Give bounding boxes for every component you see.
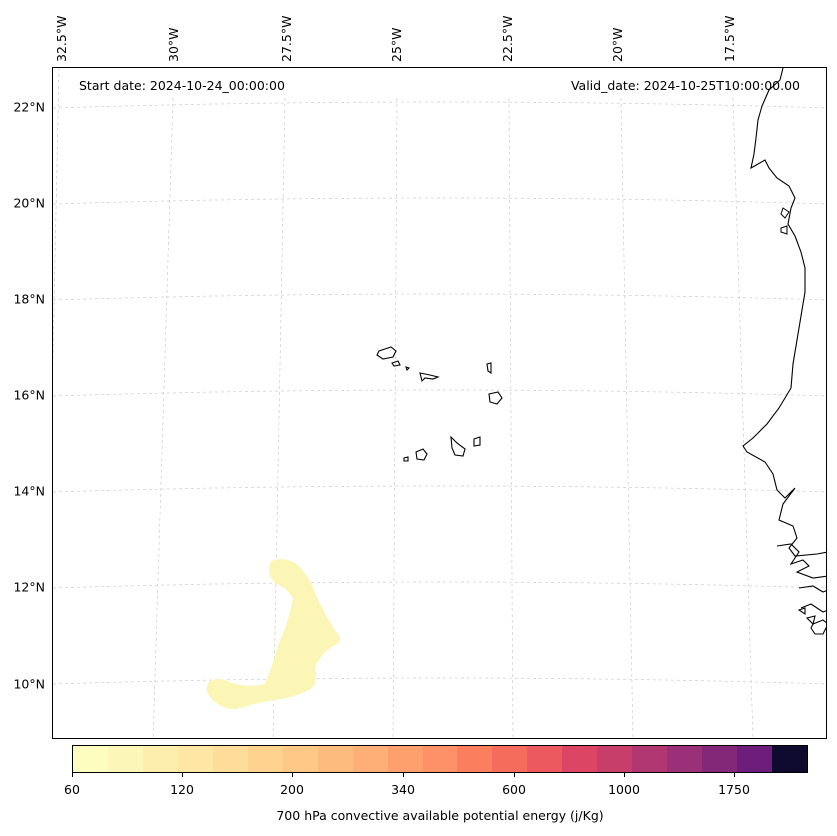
colorbar-tickmark — [403, 773, 404, 777]
colorbar-tickmark — [182, 773, 183, 777]
island-arguin-south — [780, 225, 788, 235]
island-arguin — [780, 207, 790, 219]
island-sal — [486, 362, 492, 375]
coastal-islands-mauritania — [780, 207, 790, 235]
lon-label-32-5: 32.5°W — [54, 15, 69, 62]
colorbar-segment-15 — [597, 746, 633, 772]
island-bijagos — [797, 607, 816, 626]
gridline-lat-12 — [53, 581, 826, 589]
colorbar-segment-0 — [73, 746, 108, 772]
lon-label-17-5: 17.5°W — [722, 15, 737, 62]
colorbar-tickmark — [514, 773, 515, 777]
colorbar-segment-12 — [492, 746, 528, 772]
lat-label-14: 14°N — [13, 483, 45, 499]
colorbar-segment-1 — [107, 746, 143, 772]
island-brava — [403, 456, 409, 462]
colorbar-tick-600: 600 — [502, 782, 526, 797]
lat-label-22: 22°N — [13, 99, 45, 115]
island-santiago — [450, 435, 466, 457]
gridline-lat-18 — [53, 293, 826, 301]
colorbar-segment-16 — [632, 746, 668, 772]
lat-label-20: 20°N — [13, 195, 45, 211]
gridline-lon-32-5 — [53, 68, 60, 373]
colorbar-tickmark — [624, 773, 625, 777]
gridline-lon-20 — [620, 97, 634, 738]
start-date-label: Start date: 2024-10-24_00:00:00 — [79, 78, 285, 93]
colorbar-segment-8 — [352, 746, 388, 772]
colorbar-tickmark — [292, 773, 293, 777]
colorbar-tick-120: 120 — [170, 782, 194, 797]
gridline-lat-20 — [53, 197, 826, 205]
gridline-lat-14 — [53, 485, 826, 493]
colorbar-tickmark — [72, 773, 73, 777]
gridline-lon-27-5 — [272, 97, 286, 738]
map-panel[interactable] — [52, 67, 827, 739]
colorbar-tick-340: 340 — [391, 782, 415, 797]
coastline-guinea — [798, 585, 826, 635]
colorbar-segment-2 — [142, 746, 178, 772]
colorbar-tick-1000: 1000 — [608, 782, 640, 797]
colorbar-tickmark — [734, 773, 735, 777]
lon-label-27-5: 27.5°W — [279, 15, 294, 62]
colorbar-segment-4 — [212, 746, 248, 772]
colorbar-segment-5 — [247, 746, 283, 772]
island-maio — [473, 436, 481, 447]
colorbar-segment-20 — [772, 746, 808, 772]
colorbar-tick-1750: 1750 — [718, 782, 750, 797]
coastline-mauritania-senegal — [742, 68, 826, 557]
colorbar — [72, 745, 808, 773]
gridline-lat-16 — [53, 389, 826, 397]
gridlines — [53, 68, 826, 738]
colorbar-tick-200: 200 — [280, 782, 304, 797]
colorbar-segment-7 — [317, 746, 353, 772]
lat-label-10: 10°N — [13, 676, 45, 692]
gridline-lat-10 — [53, 677, 826, 685]
colorbar-segment-9 — [387, 746, 423, 772]
island-santo-antao — [376, 346, 397, 360]
lat-label-12: 12°N — [13, 579, 45, 595]
valid-date-label: Valid_date: 2024-10-25T10:00:00.00 — [570, 78, 800, 93]
colorbar-label: 700 hPa convective available potential e… — [276, 808, 604, 823]
gridline-lon-22-5 — [508, 97, 514, 738]
cape-verde-islands — [376, 346, 503, 462]
lat-label-18: 18°N — [13, 291, 45, 307]
colorbar-segment-3 — [177, 746, 213, 772]
gridline-lon-25 — [392, 97, 398, 738]
colorbar-segment-10 — [422, 746, 458, 772]
map-canvas — [53, 68, 826, 738]
island-boa-vista — [488, 391, 503, 405]
colorbar-segment-6 — [282, 746, 318, 772]
gridline-lon-17-5 — [732, 97, 754, 738]
lon-label-25: 25°W — [389, 27, 404, 62]
west-africa-coastline — [742, 68, 826, 635]
colorbar-segment-19 — [737, 746, 773, 772]
colorbar-segment-14 — [562, 746, 598, 772]
colorbar-tick-60: 60 — [64, 782, 80, 797]
island-santa-luzia — [405, 366, 411, 372]
colorbar-segment-18 — [702, 746, 738, 772]
island-sao-nicolau — [419, 372, 440, 383]
colorbar-segment-13 — [527, 746, 563, 772]
lon-label-30: 30°W — [166, 27, 181, 62]
colorbar-segment-17 — [667, 746, 703, 772]
lat-label-16: 16°N — [13, 387, 45, 403]
gridline-lon-30 — [152, 97, 174, 738]
cape-field-region — [206, 559, 341, 710]
island-fogo — [415, 448, 428, 461]
lon-label-20: 20°W — [610, 27, 625, 62]
gridline-lat-22 — [53, 101, 826, 109]
colorbar-segment-11 — [457, 746, 493, 772]
island-sao-vicente — [391, 360, 401, 367]
coastline-guinea-bissau — [776, 543, 826, 579]
lon-label-22-5: 22.5°W — [500, 15, 515, 62]
